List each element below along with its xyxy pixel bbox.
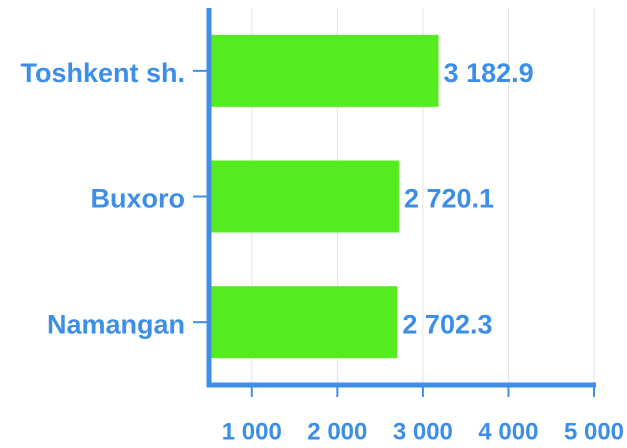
y-tick-label: Toshkent sh. <box>20 58 185 88</box>
value-label: 3 182.9 <box>444 58 534 88</box>
bar <box>209 34 439 107</box>
x-tick-label: 2 000 <box>307 418 367 445</box>
x-tick-label: 3 000 <box>393 418 453 445</box>
value-label: 2 702.3 <box>402 309 492 339</box>
value-label: 2 720.1 <box>404 184 494 214</box>
y-tick-label: Buxoro <box>91 184 186 214</box>
bar <box>209 160 399 233</box>
x-tick-label: 4 000 <box>478 418 538 445</box>
x-tick-label: 1 000 <box>222 418 282 445</box>
bar <box>209 286 398 359</box>
y-tick-label: Namangan <box>47 309 185 339</box>
x-tick-label: 5 000 <box>564 418 624 445</box>
